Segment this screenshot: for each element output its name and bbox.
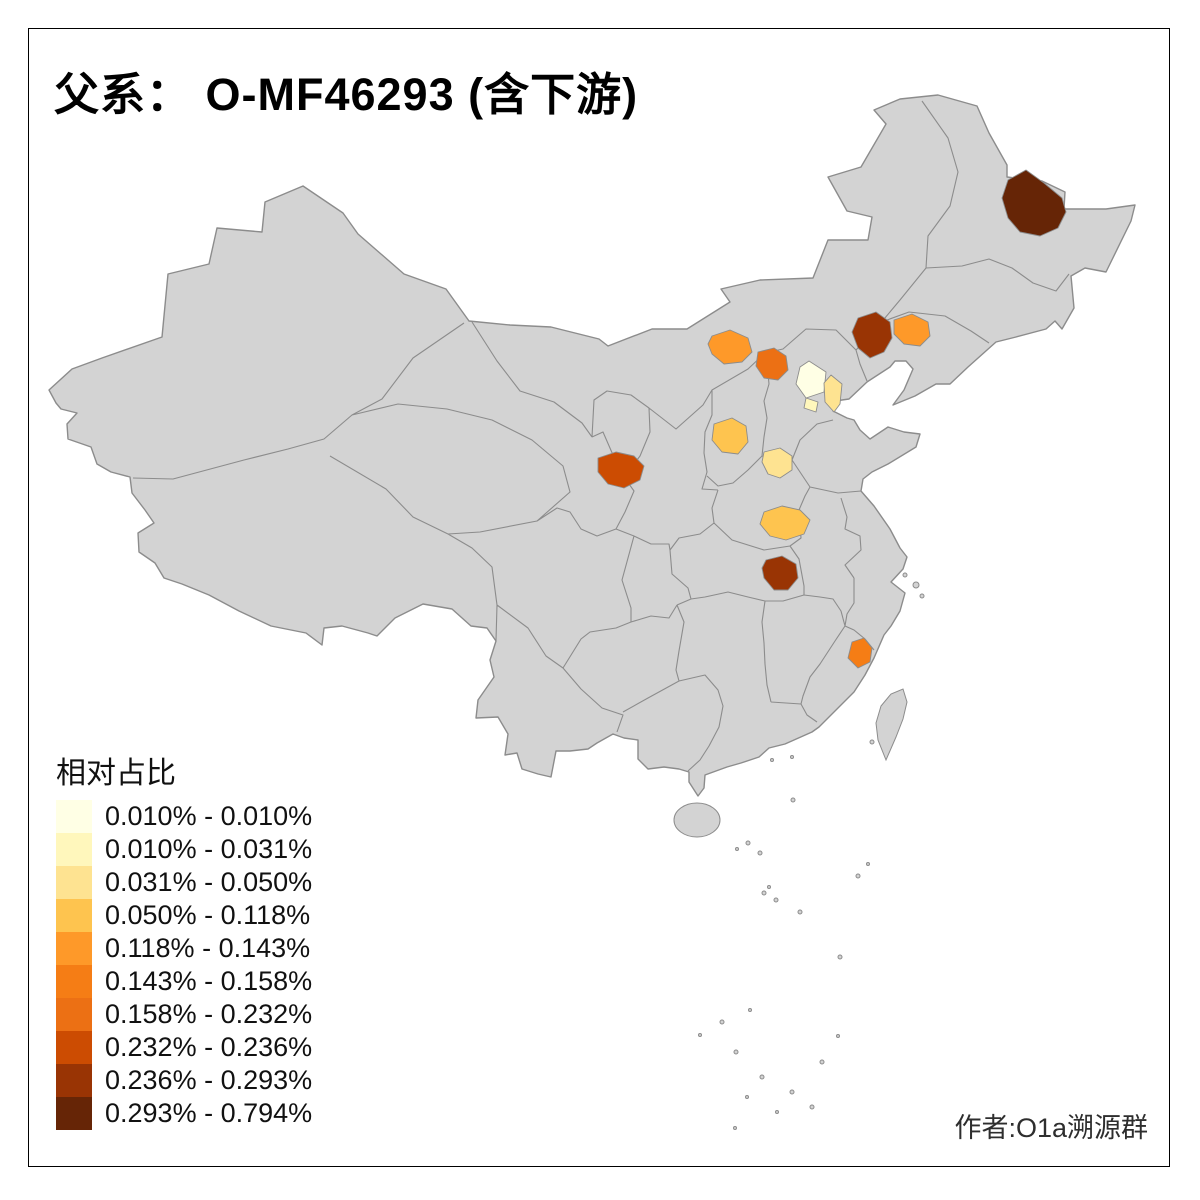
- legend-swatch: [56, 998, 92, 1031]
- legend-swatch: [56, 866, 92, 899]
- legend-item: 0.031% - 0.050%: [56, 866, 312, 899]
- legend-label: 0.050% - 0.118%: [105, 900, 311, 930]
- legend-swatch: [56, 800, 92, 833]
- legend-item: 0.236% - 0.293%: [56, 1064, 312, 1097]
- region-southeast-hubei: [761, 555, 799, 591]
- legend-swatch: [56, 899, 92, 932]
- legend-label: 0.293% - 0.794%: [105, 1098, 313, 1128]
- legend-item: 0.050% - 0.118%: [56, 899, 312, 932]
- plot-title: 父系： O-MF46293 (含下游): [54, 69, 639, 120]
- region-tianjin: [823, 374, 843, 413]
- legend-swatch: [56, 932, 92, 965]
- legend-item: 0.158% - 0.232%: [56, 998, 312, 1031]
- legend-item: 0.010% - 0.031%: [56, 833, 312, 866]
- region-central-gansu: [597, 451, 645, 489]
- legend-label: 0.010% - 0.010%: [105, 801, 313, 831]
- legend: 0.010% - 0.010% 0.010% - 0.031% 0.031% -…: [56, 800, 312, 1130]
- legend-item: 0.010% - 0.010%: [56, 800, 312, 833]
- region-northwest-hebei: [755, 347, 789, 381]
- legend-label: 0.118% - 0.143%: [105, 933, 311, 963]
- region-central-shanxi: [711, 417, 749, 455]
- region-southern-henan: [759, 505, 811, 541]
- legend-item: 0.118% - 0.143%: [56, 932, 312, 965]
- author-credit: 作者:O1a溯源群: [954, 1113, 1148, 1143]
- region-northeast-heilongjiang: [1001, 169, 1067, 237]
- region-east-liaoning: [893, 313, 931, 347]
- legend-label: 0.158% - 0.232%: [105, 999, 313, 1029]
- region-central-inner-mongolia: [707, 329, 753, 365]
- legend-label: 0.010% - 0.031%: [105, 834, 313, 864]
- south-china-sea-islands: [698, 572, 925, 1130]
- legend-label: 0.143% - 0.158%: [105, 966, 313, 996]
- legend-label: 0.232% - 0.236%: [105, 1032, 313, 1062]
- legend-item: 0.232% - 0.236%: [56, 1031, 312, 1064]
- legend-label: 0.236% - 0.293%: [105, 1065, 313, 1095]
- legend-item: 0.143% - 0.158%: [56, 965, 312, 998]
- legend-swatch: [56, 965, 92, 998]
- legend-swatch: [56, 833, 92, 866]
- legend-swatch: [56, 1097, 92, 1130]
- region-west-liaoning: [851, 311, 893, 359]
- region-southwest-hebei: [761, 447, 793, 479]
- legend-title: 相对占比: [56, 757, 176, 790]
- region-beijing-southeast: [803, 397, 819, 413]
- china-mainland: [48, 94, 1136, 797]
- legend-swatch: [56, 1064, 92, 1097]
- region-coastal-fujian: [847, 637, 873, 669]
- legend-swatch: [56, 1031, 92, 1064]
- taiwan-island: [875, 688, 908, 762]
- legend-item: 0.293% - 0.794%: [56, 1097, 312, 1130]
- legend-label: 0.031% - 0.050%: [105, 867, 313, 897]
- hainan-island: [673, 802, 721, 838]
